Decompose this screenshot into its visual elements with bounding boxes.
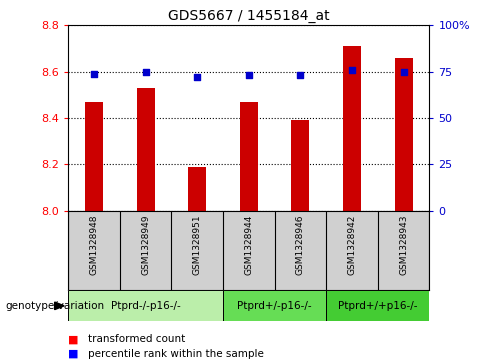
Bar bbox=[188, 167, 206, 211]
Point bbox=[245, 73, 253, 78]
Text: GSM1328944: GSM1328944 bbox=[244, 215, 253, 275]
Text: GSM1328949: GSM1328949 bbox=[141, 215, 150, 275]
Text: GSM1328942: GSM1328942 bbox=[347, 215, 357, 275]
Point bbox=[348, 67, 356, 73]
Point bbox=[297, 73, 305, 78]
Text: ■: ■ bbox=[68, 334, 79, 344]
Text: GSM1328948: GSM1328948 bbox=[90, 215, 99, 275]
Point bbox=[142, 69, 150, 75]
Text: Ptprd-/-p16-/-: Ptprd-/-p16-/- bbox=[111, 301, 181, 311]
Bar bbox=[137, 88, 155, 211]
Point bbox=[193, 74, 201, 80]
Text: transformed count: transformed count bbox=[88, 334, 185, 344]
Bar bbox=[223, 290, 326, 321]
Text: ■: ■ bbox=[68, 349, 79, 359]
Bar bbox=[395, 58, 413, 211]
Text: Ptprd+/+p16-/-: Ptprd+/+p16-/- bbox=[338, 301, 418, 311]
Text: percentile rank within the sample: percentile rank within the sample bbox=[88, 349, 264, 359]
Text: GSM1328951: GSM1328951 bbox=[193, 215, 202, 275]
Bar bbox=[343, 46, 361, 211]
Text: GSM1328943: GSM1328943 bbox=[399, 215, 408, 275]
Bar bbox=[68, 290, 223, 321]
Point bbox=[90, 71, 98, 77]
Bar bbox=[326, 290, 429, 321]
Text: genotype/variation: genotype/variation bbox=[5, 301, 104, 311]
Text: GSM1328946: GSM1328946 bbox=[296, 215, 305, 275]
Bar bbox=[85, 102, 103, 211]
Bar bbox=[240, 102, 258, 211]
Text: Ptprd+/-p16-/-: Ptprd+/-p16-/- bbox=[237, 301, 312, 311]
Bar bbox=[291, 120, 309, 211]
Title: GDS5667 / 1455184_at: GDS5667 / 1455184_at bbox=[168, 9, 330, 23]
Point bbox=[400, 69, 407, 75]
